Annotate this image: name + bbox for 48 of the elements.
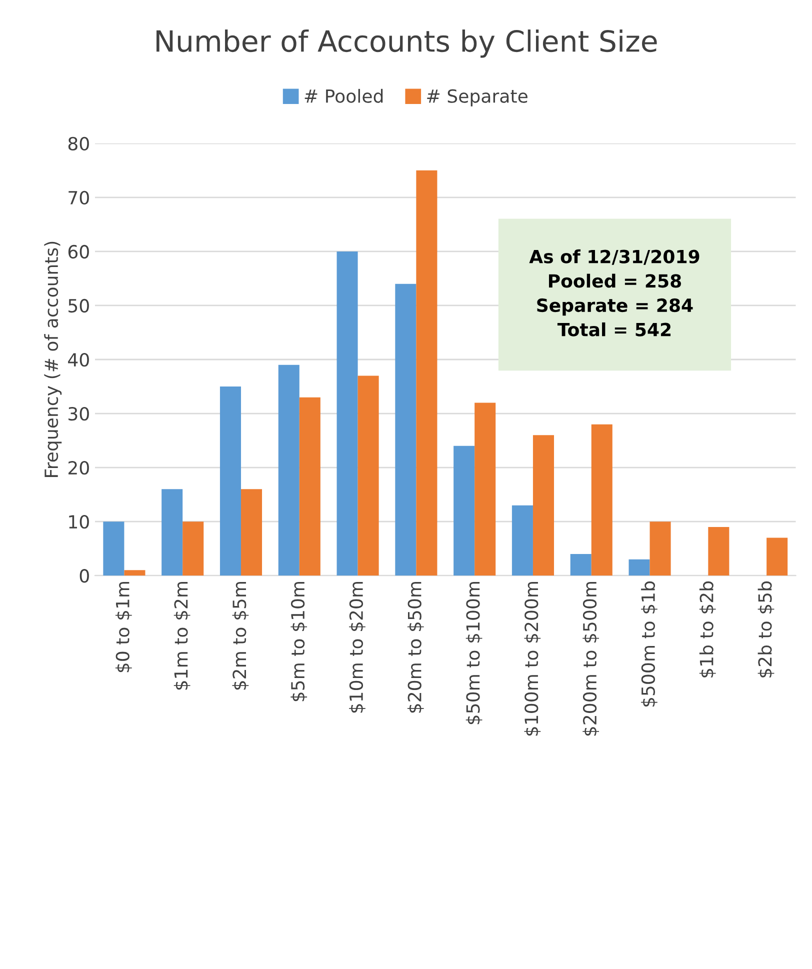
bar xyxy=(240,489,262,576)
y-tick-label: 20 xyxy=(68,461,89,475)
bar xyxy=(628,559,650,576)
bar xyxy=(474,402,496,576)
y-tick-label: 50 xyxy=(68,298,89,313)
bar xyxy=(299,397,320,576)
annotation: As of 12/31/2019 Pooled = 258 Separate = 284 Total = 542 xyxy=(529,249,700,336)
x-tick-label: $2b to $5b xyxy=(758,581,774,678)
y-tick-label: 70 xyxy=(68,190,89,205)
x-tick-label: $500m to $1b xyxy=(641,581,658,707)
bar xyxy=(182,522,204,576)
bar xyxy=(278,364,300,576)
y-tick-label: 60 xyxy=(68,244,89,259)
x-tick-label: $2m to $5m xyxy=(232,582,249,690)
bar xyxy=(532,435,554,576)
bar xyxy=(708,526,730,576)
x-tick-label: $1b to $2b xyxy=(699,581,716,678)
bar xyxy=(650,522,671,576)
x-tick-label: $5m to $10m xyxy=(290,582,308,702)
chart-title: Number of Accounts by Client Size xyxy=(156,29,657,58)
x-tick-label: $20m to $50m xyxy=(407,582,424,713)
bar xyxy=(103,522,124,576)
x-tick-label: $1m to $2m xyxy=(174,582,190,690)
bar xyxy=(570,554,592,576)
x-tick-label: $100m to $200m xyxy=(524,582,541,736)
bar xyxy=(512,505,533,576)
x-tick-label: $0 to $1m xyxy=(115,582,132,672)
bar xyxy=(395,284,416,576)
y-tick-label: 30 xyxy=(68,406,89,421)
bar xyxy=(220,386,241,576)
bar xyxy=(124,570,146,576)
x-tick-label: $200m to $500m xyxy=(582,582,600,736)
bar xyxy=(591,424,612,576)
legend-label: # Pooled xyxy=(304,88,383,103)
bar xyxy=(336,251,358,576)
bar xyxy=(358,376,379,576)
y-tick-label: 80 xyxy=(68,136,89,151)
x-tick-label: $50m to $100m xyxy=(466,582,482,724)
bar xyxy=(454,446,475,576)
bar xyxy=(416,170,438,576)
legend-label: # Separate xyxy=(427,89,528,106)
y-tick-label: 10 xyxy=(69,515,89,529)
y-tick-label: 40 xyxy=(68,352,89,367)
x-tick-label: $10m to $20m xyxy=(349,582,366,713)
y-axis-title: Frequency (# of accounts) xyxy=(44,242,62,477)
bar xyxy=(766,538,788,576)
y-tick-label: 0 xyxy=(80,569,89,583)
bar xyxy=(162,489,183,576)
